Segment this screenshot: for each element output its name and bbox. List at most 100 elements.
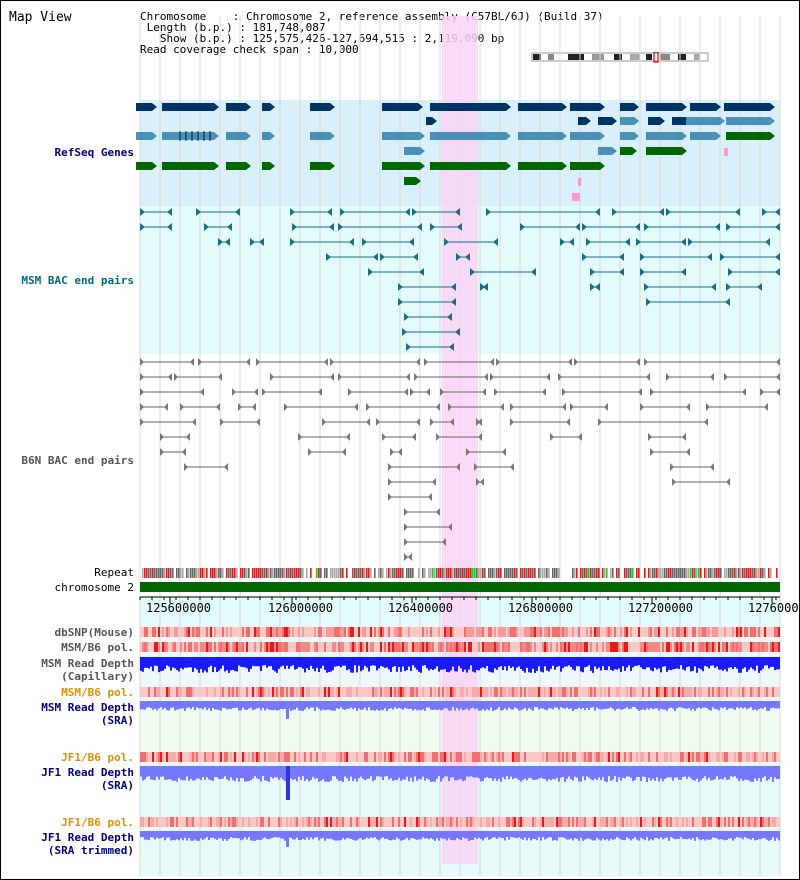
depth-bar xyxy=(312,831,314,840)
refseq-gene xyxy=(646,147,682,155)
depth-bar xyxy=(666,701,668,711)
heat-cell xyxy=(166,817,168,827)
depth-bar xyxy=(606,701,608,709)
depth-bar xyxy=(474,831,476,838)
heat-cell xyxy=(696,817,698,827)
depth-bar xyxy=(574,657,576,671)
depth-bar xyxy=(430,657,432,670)
b6n-bac-end xyxy=(566,418,570,426)
heat-cell xyxy=(302,642,304,652)
depth-bar xyxy=(486,701,488,710)
heat-cell xyxy=(626,627,628,637)
repeat-element xyxy=(716,568,718,578)
heat-cell xyxy=(248,687,250,697)
heat-cell xyxy=(582,627,584,637)
depth-tracks[interactable] xyxy=(140,657,780,847)
depth-bar xyxy=(736,701,738,708)
b6n-bac-end xyxy=(330,358,334,366)
heat-cell xyxy=(252,817,254,827)
heat-cell xyxy=(666,817,668,827)
heat-cell xyxy=(186,627,188,637)
msm-bac-end xyxy=(735,208,740,216)
highlight-region[interactable] xyxy=(442,16,478,864)
depth-bar xyxy=(520,657,522,670)
depth-bar xyxy=(442,701,444,710)
b6n-bac-end-pairs-track[interactable] xyxy=(140,358,780,561)
depth-bar xyxy=(480,766,482,782)
depth-bar xyxy=(202,766,204,778)
heat-cell xyxy=(452,687,454,697)
repeat-element xyxy=(190,568,192,578)
depth-bar xyxy=(656,831,658,839)
repeat-element xyxy=(554,568,556,578)
depth-bar xyxy=(576,657,578,667)
heat-cell xyxy=(408,627,410,637)
msm-bac-end-pairs-track[interactable] xyxy=(140,208,780,351)
heat-cell xyxy=(468,752,470,762)
heat-cell xyxy=(312,687,314,697)
heat-cell xyxy=(752,627,754,637)
depth-bar xyxy=(376,831,378,840)
depth-bar xyxy=(282,701,284,710)
depth-bar xyxy=(350,657,352,673)
depth-bar xyxy=(266,766,268,781)
depth-bar xyxy=(512,831,514,838)
depth-bar xyxy=(518,766,520,781)
heat-cell xyxy=(628,627,630,637)
heat-cell xyxy=(558,642,560,652)
repeat-element xyxy=(428,568,430,578)
heat-cell xyxy=(770,752,772,762)
depth-bar xyxy=(580,766,582,782)
repeat-element xyxy=(760,568,762,578)
heat-cell xyxy=(516,642,518,652)
heat-cell xyxy=(372,752,374,762)
heat-cell xyxy=(266,687,268,697)
heat-tracks[interactable] xyxy=(140,627,780,827)
heat-cell xyxy=(228,817,230,827)
heat-cell xyxy=(564,752,566,762)
repeat-element xyxy=(476,568,478,578)
heat-cell xyxy=(158,752,160,762)
b6n-bac-end xyxy=(168,373,172,381)
refseq-genes-track[interactable] xyxy=(136,103,775,201)
heat-cell xyxy=(290,752,292,762)
depth-bar xyxy=(224,701,226,709)
refseq-gene xyxy=(430,162,506,170)
depth-bar xyxy=(420,766,422,780)
heat-cell xyxy=(734,687,736,697)
heat-cell xyxy=(766,627,768,637)
heat-cell xyxy=(436,752,438,762)
heat-cell xyxy=(430,627,432,637)
repeat-element xyxy=(700,568,702,578)
depth-bar xyxy=(140,766,142,777)
depth-bar xyxy=(680,701,682,708)
repeat-track[interactable] xyxy=(142,568,778,578)
heat-cell xyxy=(652,752,654,762)
b6n-bac-end xyxy=(650,388,654,396)
heat-cell xyxy=(388,752,390,762)
depth-bar xyxy=(650,657,652,671)
chromosome-bar[interactable] xyxy=(140,582,780,592)
heat-cell xyxy=(620,752,622,762)
depth-bar xyxy=(638,701,640,711)
heat-cell xyxy=(448,642,450,652)
heat-cell xyxy=(436,687,438,697)
depth-bar xyxy=(236,657,238,672)
heat-cell xyxy=(188,817,190,827)
heat-cell xyxy=(338,817,340,827)
depth-bar xyxy=(692,701,694,709)
heat-cell xyxy=(648,817,650,827)
heat-cell xyxy=(492,817,494,827)
heat-cell xyxy=(220,627,222,637)
heat-cell xyxy=(160,627,162,637)
repeat-element xyxy=(386,568,388,578)
repeat-element xyxy=(292,568,294,578)
heat-cell xyxy=(412,627,414,637)
heat-cell xyxy=(318,817,320,827)
heat-cell xyxy=(504,752,506,762)
heat-cell xyxy=(366,752,368,762)
heat-cell xyxy=(260,817,262,827)
heat-cell xyxy=(164,752,166,762)
depth-bar xyxy=(508,701,510,708)
